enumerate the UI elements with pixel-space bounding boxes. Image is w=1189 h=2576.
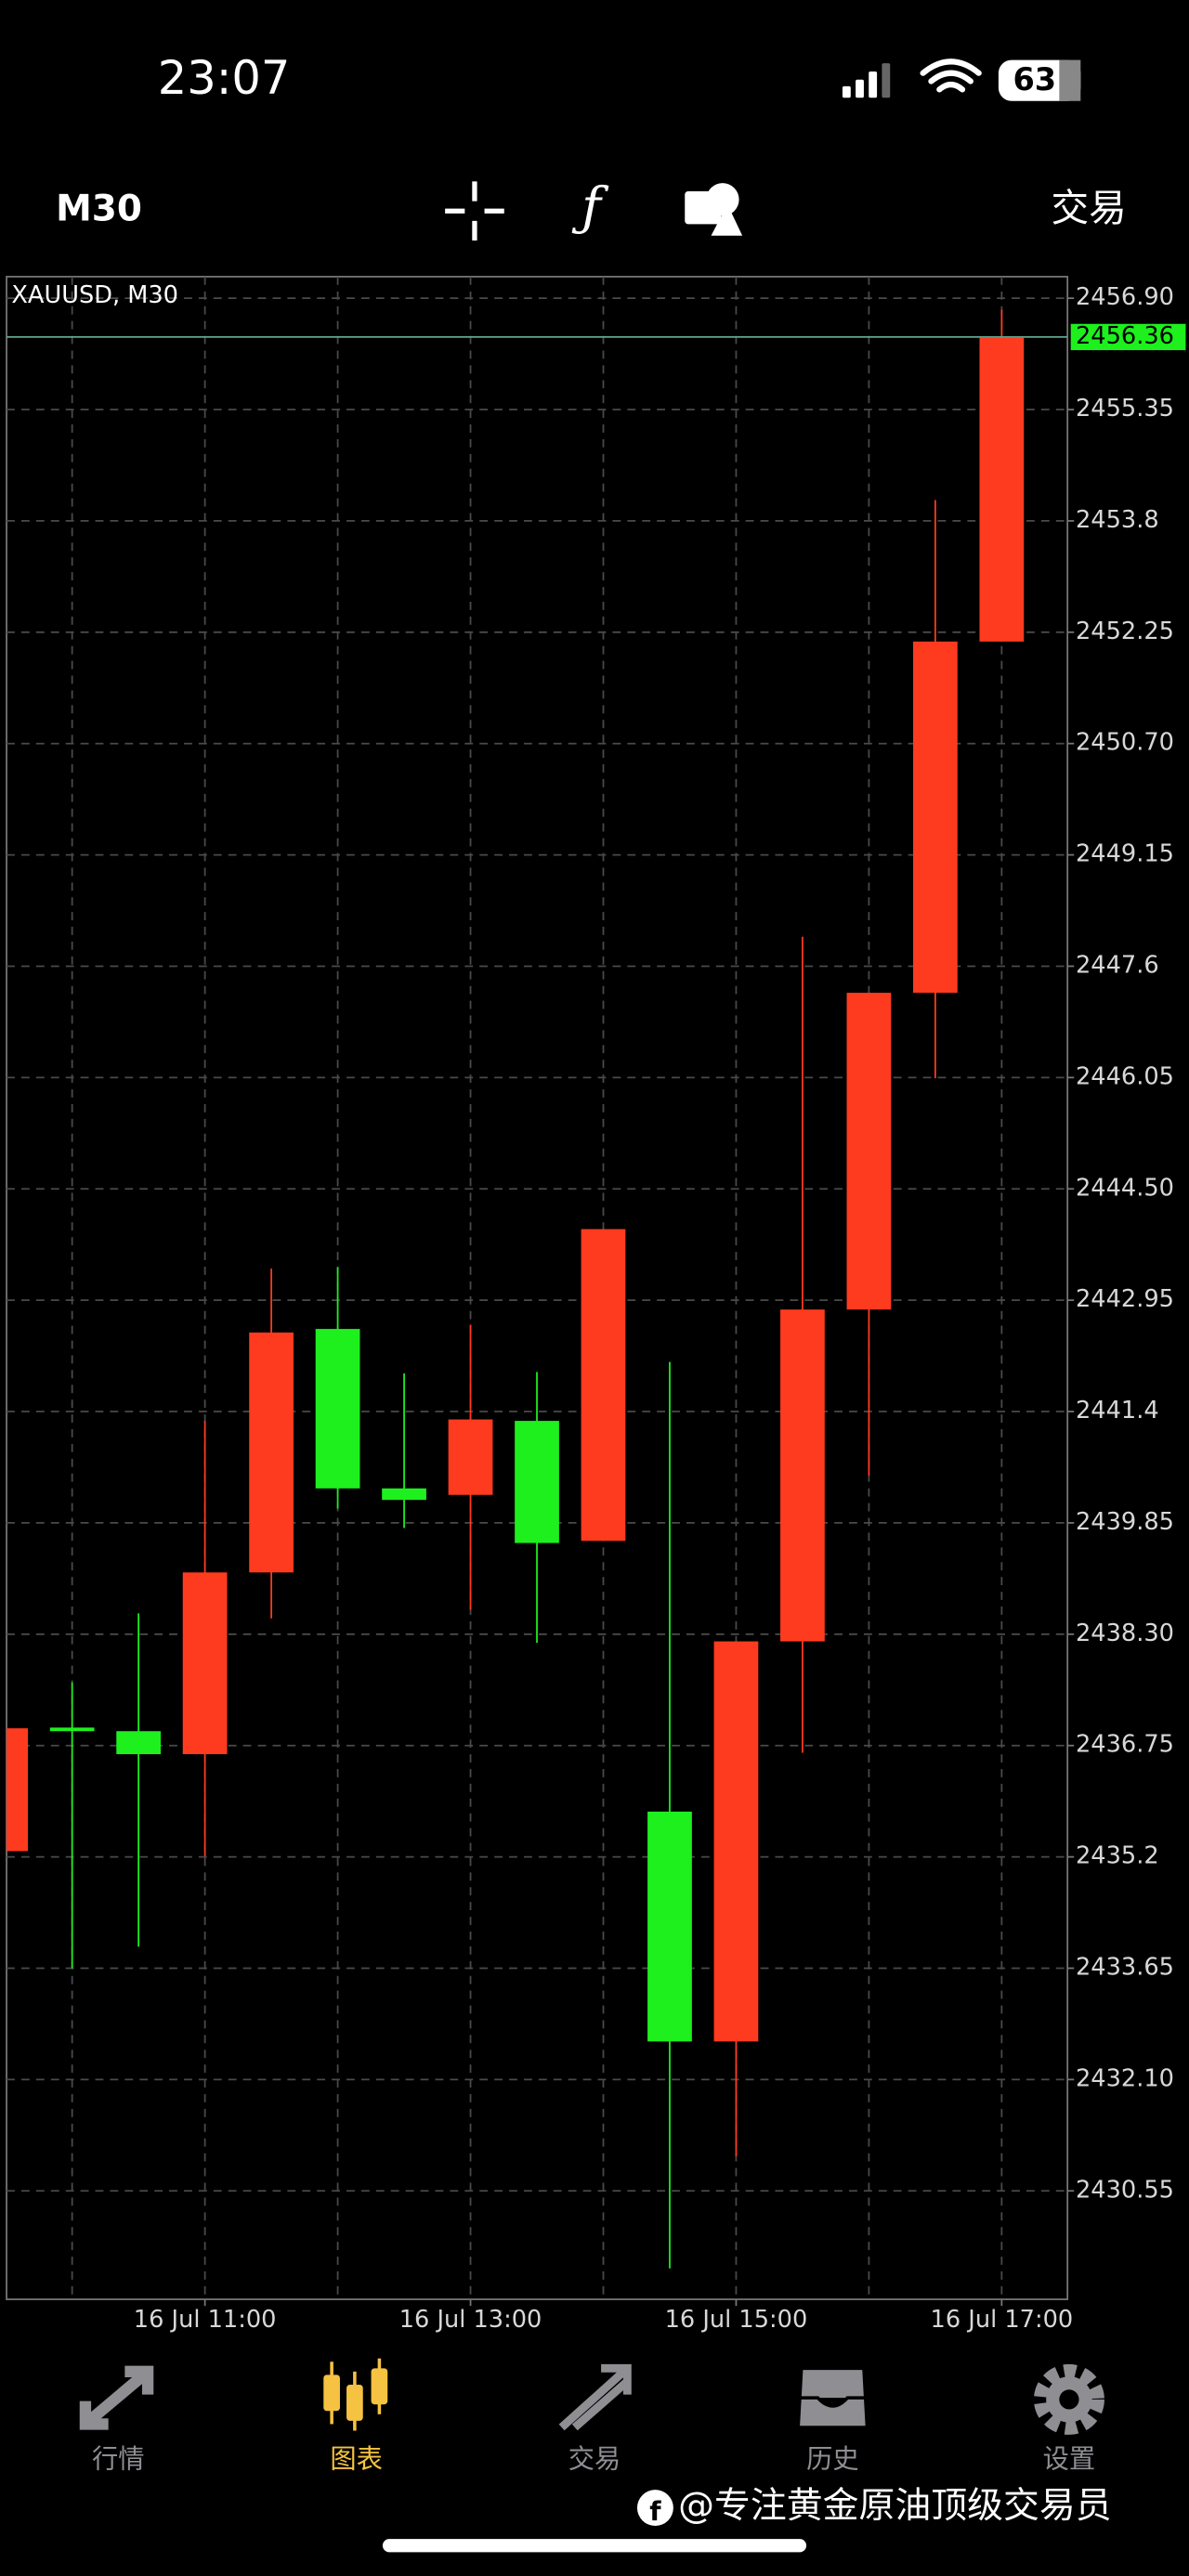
candle-body [780,1309,825,1642]
candle-body [448,1419,493,1495]
candle-body [515,1421,559,1543]
y-tick-label: 2433.65 [1076,1953,1174,1981]
watermark-text: @专注黄金原油顶级交易员 [678,2485,1112,2527]
y-tick-label: 2444.50 [1076,1174,1174,1202]
nav-label[interactable]: 设置 [1043,2443,1096,2474]
candle-body [382,1488,426,1501]
y-tick-label: 2438.30 [1076,1620,1174,1647]
x-tick-label: 16 Jul 13:00 [399,2306,542,2334]
y-tick-label: 2439.85 [1076,1508,1174,1536]
indicators-button[interactable]: ƒ [571,176,609,238]
y-tick-label: 2430.55 [1076,2176,1174,2204]
y-tick-label: 2449.15 [1076,840,1174,868]
candle-body [182,1572,228,1754]
nav-label[interactable]: 行情 [92,2443,145,2474]
candle-body [913,641,958,994]
x-tick-label: 16 Jul 11:00 [134,2306,277,2334]
y-tick-label: 2456.90 [1076,283,1174,311]
y-tick-label: 2447.6 [1076,951,1159,979]
battery-empty [1059,59,1081,101]
objects-button[interactable] [685,183,743,236]
y-tick-label: 2453.8 [1076,506,1159,534]
wifi-icon [920,59,982,93]
candle-body [116,1731,162,1754]
nav-icon-trade [558,2363,632,2431]
trade-button[interactable]: 交易 [1051,186,1126,230]
grid [7,276,1068,2300]
timeframe-button[interactable]: M30 [56,189,142,230]
candle-body [647,1811,692,2042]
x-tick-label: 16 Jul 15:00 [665,2306,808,2334]
y-tick-label: 2446.05 [1076,1062,1174,1090]
candle-body [7,1728,29,1852]
candle-body [713,1641,759,2042]
candle-body [581,1229,626,1542]
candle-body [249,1332,294,1573]
nav-icon-history [796,2366,869,2429]
candle-body [49,1727,95,1732]
x-tick-label: 16 Jul 17:00 [931,2306,1074,2334]
chart-frame [6,276,1069,2300]
signal-icon [842,63,891,98]
last-price-tag [1070,323,1186,351]
nav-label[interactable]: 交易 [568,2443,621,2474]
y-tick-label: 2452.25 [1076,618,1174,645]
y-tick-label: 2441.4 [1076,1397,1159,1425]
price-axis: 2456.90 2455.35 2453.8 2452.25 2450.70 2449.1… [7,283,1186,2334]
chart-title: XAUUSD, M30 [11,281,178,309]
nav-icon-quotes [79,2365,154,2430]
nav-icon-settings [1033,2363,1104,2435]
last-price-label: 2456.36 [1076,322,1174,350]
nav-label[interactable]: 图表 [330,2443,383,2474]
y-tick-label: 2450.70 [1076,729,1174,757]
svg-text:f: f [649,2496,661,2527]
candle-body [315,1329,360,1489]
candle-body [846,993,892,1310]
watermark: f @专注黄金原油顶级交易员 [636,2485,1112,2527]
y-tick-label: 2436.75 [1076,1731,1174,1759]
y-tick-label: 2455.35 [1076,395,1174,423]
nav-label[interactable]: 历史 [806,2443,859,2474]
y-tick-label: 2435.2 [1076,1842,1159,1870]
candles [7,309,1025,2269]
clock: 23:07 [158,51,291,105]
nav-icon-chart [323,2358,388,2431]
home-indicator [382,2539,807,2553]
bottom-nav: 行情 图表 交易 历史 设置 [79,2358,1104,2474]
y-tick-label: 2432.10 [1076,2064,1174,2092]
y-tick-label: 2442.95 [1076,1285,1174,1313]
battery-level: 63 [1013,61,1056,98]
candle-body [979,337,1025,642]
crosshair-button[interactable] [445,181,504,241]
